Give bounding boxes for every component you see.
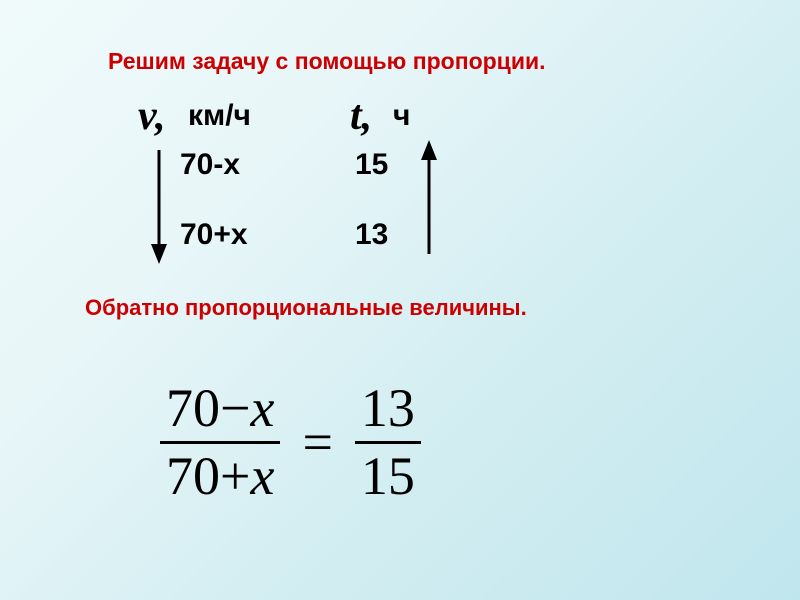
proportion-equation: 70−x 70+x = 13 15 <box>160 380 421 504</box>
fraction-left-denominator: 70+x <box>160 441 280 505</box>
fraction-left: 70−x 70+x <box>160 380 280 504</box>
column-t-symbol: t, <box>350 92 372 140</box>
num-b: x <box>250 378 274 438</box>
table-cell-r1-t: 15 <box>355 148 388 182</box>
arrow-up-icon <box>418 138 440 256</box>
column-t-unit: ч <box>393 99 410 133</box>
table-cell-r2-t: 13 <box>355 218 388 252</box>
subtitle: Обратно пропорциональные величины. <box>85 295 527 321</box>
fraction-left-numerator: 70−x <box>160 380 280 441</box>
num-a: 70 <box>166 378 220 438</box>
column-v-symbol: v, <box>138 92 166 140</box>
den-a: 70 <box>166 446 220 506</box>
equals-sign: = <box>302 411 332 473</box>
page-title: Решим задачу с помощью пропорции. <box>108 48 546 75</box>
den-op: + <box>220 446 250 506</box>
den-b: x <box>250 446 274 506</box>
table-cell-r1-v: 70-х <box>180 148 240 182</box>
fraction-right-denominator: 15 <box>355 441 421 505</box>
arrow-down-icon <box>148 148 170 266</box>
num-op: − <box>220 378 250 438</box>
fraction-right: 13 15 <box>355 380 421 504</box>
column-v-unit: км/ч <box>188 99 251 133</box>
fraction-right-numerator: 13 <box>355 380 421 441</box>
table-cell-r2-v: 70+х <box>180 218 248 252</box>
